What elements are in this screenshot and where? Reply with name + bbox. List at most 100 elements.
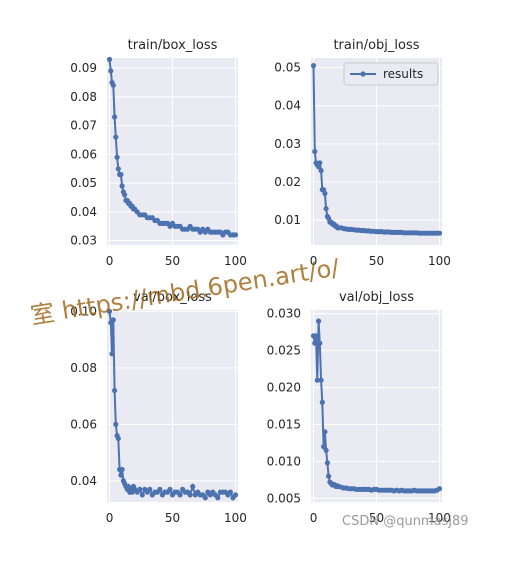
x-tick-label: 50	[165, 511, 180, 525]
x-tick-label: 50	[369, 511, 384, 525]
data-point	[318, 168, 324, 174]
legend-frame	[343, 62, 439, 86]
data-point	[312, 148, 318, 155]
data-point	[112, 114, 118, 120]
data-point	[113, 134, 119, 140]
y-tick-label: 0.02	[274, 175, 301, 189]
y-tick-label: 0.005	[267, 491, 301, 505]
panel-title: train/obj_loss	[333, 38, 419, 53]
y-tick-label: 0.10	[70, 304, 97, 318]
x-tick-label: 0	[106, 254, 114, 268]
data-point	[317, 160, 323, 166]
data-point	[316, 164, 322, 170]
data-point	[322, 190, 328, 197]
panel-val-box-loss: 0 50 100 0.04 0.06 0.08 0.10 val/box_loss	[70, 290, 247, 525]
data-point	[187, 492, 193, 498]
x-tick-label: 50	[369, 254, 384, 268]
data-point	[215, 495, 221, 501]
y-tick-label: 0.015	[267, 417, 301, 431]
data-point	[313, 333, 319, 339]
x-tick-label: 50	[165, 254, 180, 268]
panel-val-obj-loss: 0 50 100 0.005 0.010 0.015 0.020 0.025 0.030 val/…	[267, 290, 451, 525]
x-tick-label: 0	[106, 511, 114, 525]
x-tick-label: 100	[224, 254, 247, 268]
data-point	[436, 486, 443, 492]
data-point	[202, 495, 208, 501]
data-point	[115, 166, 121, 172]
data-point	[139, 492, 145, 498]
data-point	[321, 444, 327, 450]
y-tick-label: 0.030	[267, 307, 301, 321]
y-tick-label: 0.025	[267, 344, 301, 358]
x-tick-label: 100	[224, 511, 247, 525]
credit-text: CSDN @qunmasj89	[342, 514, 468, 529]
data-point	[232, 232, 239, 238]
data-point	[310, 63, 317, 69]
data-point	[312, 340, 318, 346]
data-point	[118, 171, 124, 178]
data-point	[316, 318, 322, 324]
data-point	[119, 183, 125, 189]
data-point	[232, 492, 239, 498]
y-tick-label: 0.04	[274, 99, 301, 113]
y-tick-label: 0.08	[70, 361, 97, 375]
panel-train-obj-loss: 0 50 100 0.01 0.02 0.03 0.04 0.05 train/obj_loss…	[274, 38, 451, 268]
y-tick-label: 0.04	[70, 205, 97, 219]
data-point	[227, 489, 233, 495]
data-point	[157, 486, 163, 492]
y-tick-label: 0.020	[267, 381, 301, 395]
data-point	[319, 399, 325, 405]
legend: results	[343, 62, 439, 86]
data-point	[318, 377, 324, 383]
panel-title: val/obj_loss	[339, 290, 414, 305]
legend-label: results	[383, 67, 423, 81]
data-point	[122, 192, 128, 198]
data-point	[106, 308, 113, 314]
legend-marker-icon	[360, 71, 366, 77]
data-point	[110, 82, 116, 88]
data-point	[113, 421, 119, 427]
data-point	[436, 230, 443, 236]
y-tick-label: 0.04	[70, 474, 97, 488]
x-tick-label: 0	[310, 511, 318, 525]
data-point	[177, 492, 183, 498]
data-point	[324, 460, 330, 466]
y-tick-label: 0.01	[274, 213, 301, 227]
y-tick-label: 0.010	[267, 454, 301, 468]
y-tick-label: 0.08	[70, 90, 97, 104]
data-point	[115, 435, 121, 442]
y-tick-label: 0.05	[70, 176, 97, 190]
data-point	[323, 206, 329, 212]
y-tick-label: 0.06	[70, 417, 97, 431]
data-point	[108, 68, 114, 74]
y-tick-label: 0.06	[70, 147, 97, 161]
data-point	[314, 377, 320, 383]
panel-train-box-loss: 0 50 100 0.03 0.04 0.05 0.06 0.07 0.08 0.09 train/…	[70, 38, 247, 268]
data-point	[167, 486, 173, 492]
data-point	[147, 486, 153, 492]
panel-title: val/box_loss	[133, 290, 212, 305]
y-tick-label: 0.03	[274, 137, 301, 151]
data-point	[137, 486, 143, 492]
data-point	[119, 466, 125, 473]
y-tick-label: 0.05	[274, 61, 301, 75]
panel-title: train/box_loss	[128, 38, 218, 53]
data-point	[118, 472, 124, 478]
y-tick-label: 0.09	[70, 61, 97, 75]
x-tick-label: 100	[428, 511, 451, 525]
x-tick-label: 100	[428, 254, 451, 268]
data-point	[323, 447, 329, 453]
y-tick-label: 0.03	[70, 234, 97, 248]
data-point	[106, 56, 113, 63]
data-point	[110, 317, 116, 323]
x-tick-label: 0	[310, 254, 318, 268]
data-point	[114, 154, 120, 160]
data-point	[112, 387, 118, 394]
data-point	[317, 340, 323, 346]
data-point	[322, 429, 328, 435]
y-tick-label: 0.07	[70, 119, 97, 133]
data-point	[190, 483, 196, 490]
data-point	[326, 473, 332, 479]
data-point	[109, 351, 115, 357]
